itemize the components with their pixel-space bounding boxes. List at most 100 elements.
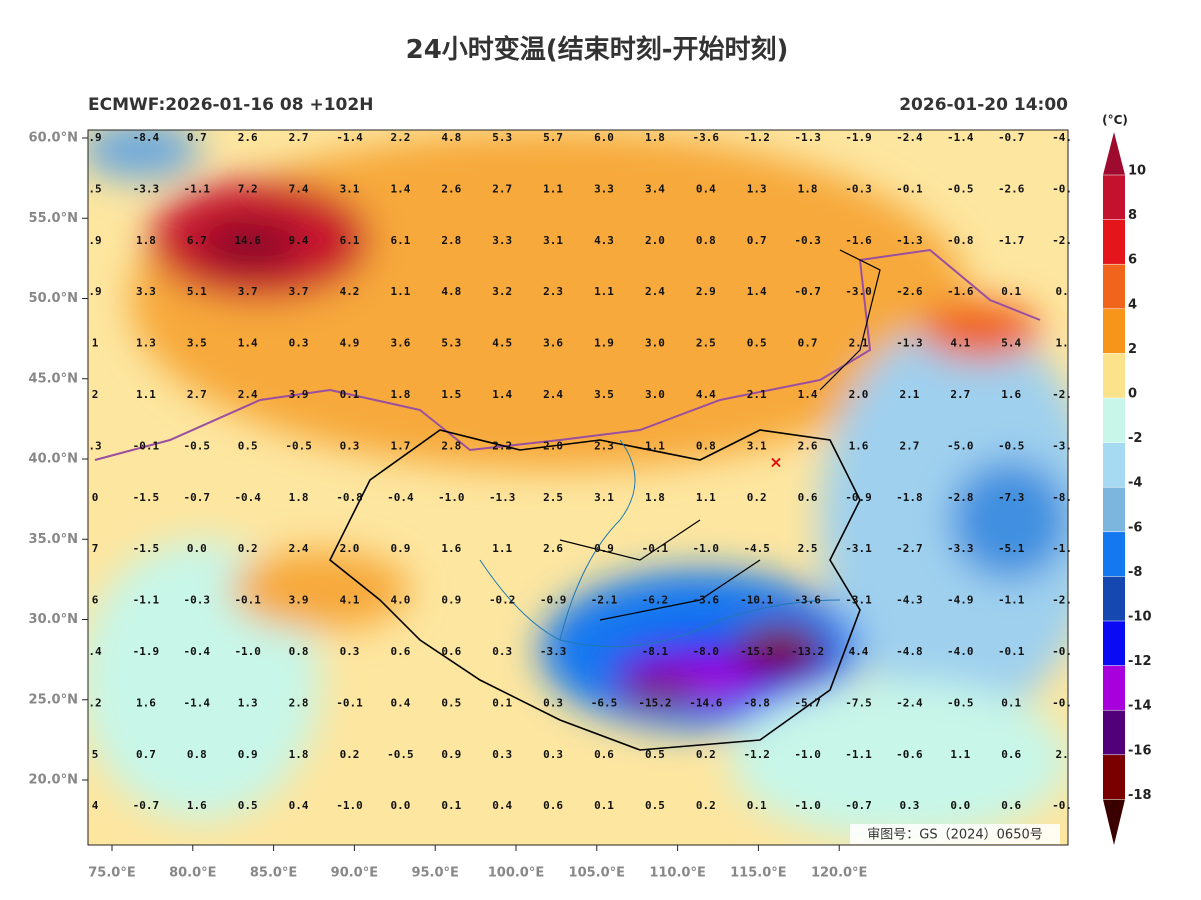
grid-value: 0.0	[390, 799, 410, 812]
grid-value: 1.7	[390, 439, 410, 452]
grid-value: 3.5	[594, 388, 614, 401]
lat-tick-label: 60.0°N	[29, 131, 78, 146]
grid-value: .9	[88, 234, 101, 247]
colorbar-tick-label: 8	[1128, 208, 1137, 223]
grid-value: 4.0	[390, 594, 410, 607]
grid-value: 7.2	[238, 182, 258, 195]
grid-value: 0.6	[1001, 748, 1021, 761]
grid-value: 4	[92, 799, 99, 812]
grid-value: -0.1	[336, 696, 363, 709]
grid-value: 2.5	[543, 491, 563, 504]
colorbar-box	[1103, 487, 1125, 532]
grid-value: 1.1	[645, 439, 665, 452]
grid-value: -3.0	[845, 285, 872, 298]
grid-value: 0.2	[340, 748, 360, 761]
grid-value: -8.1	[642, 645, 669, 658]
grid-value: -0.7	[184, 491, 211, 504]
grid-value: 4.4	[849, 645, 869, 658]
grid-value: 6.1	[340, 234, 360, 247]
colorbar-tick-label: 10	[1128, 164, 1146, 179]
grid-value: 5.3	[441, 337, 461, 350]
grid-value: -1.0	[234, 645, 261, 658]
lat-tick-label: 50.0°N	[29, 291, 78, 306]
colorbar-box	[1103, 398, 1125, 443]
grid-value: 7	[92, 542, 99, 555]
grid-value: 0.2	[747, 491, 767, 504]
grid-value: 0.2	[238, 542, 258, 555]
grid-value: 3.6	[543, 337, 563, 350]
grid-value: 6	[92, 594, 99, 607]
grid-value: -2.4	[896, 131, 923, 144]
grid-value: -15.2	[638, 696, 671, 709]
lat-tick-label: 40.0°N	[29, 452, 78, 467]
grid-value: 3.6	[390, 337, 410, 350]
grid-value: 0.8	[696, 234, 716, 247]
grid-value: 1.9	[594, 337, 614, 350]
colorbar-tick-label: -4	[1128, 476, 1142, 491]
grid-value: 4.8	[441, 131, 461, 144]
grid-value: 2.3	[543, 285, 563, 298]
grid-value: 0.2	[696, 799, 716, 812]
colorbar-box	[1103, 665, 1125, 711]
grid-value: -4.8	[896, 645, 923, 658]
grid-value: 0.3	[492, 645, 512, 658]
colorbar-tick-label: 0	[1128, 387, 1137, 402]
credit-box	[850, 824, 1060, 844]
colorbar-box	[1103, 308, 1125, 354]
title: 24小时变温(结束时刻-开始时刻)	[406, 34, 789, 65]
grid-value: -3.3	[947, 542, 974, 555]
grid-value: 0.1	[1001, 285, 1021, 298]
grid-value: -0.9	[845, 491, 872, 504]
grid-value: -1.9	[845, 131, 872, 144]
grid-value: -0.6	[896, 748, 923, 761]
grid-value: 1.8	[645, 131, 665, 144]
grid-value: 2.8	[441, 439, 461, 452]
grid-value: -1.2	[743, 131, 770, 144]
grid-value: -0.7	[845, 799, 872, 812]
grid-value: -1.5	[133, 542, 160, 555]
grid-value: 5.1	[187, 285, 207, 298]
lat-tick-label: 35.0°N	[29, 532, 78, 547]
grid-value: -1.6	[947, 285, 974, 298]
grid-value: .3	[88, 439, 101, 452]
colorbar-tick-label: 4	[1128, 297, 1137, 312]
grid-value: -2.6	[896, 285, 923, 298]
grid-value: 2.0	[543, 439, 563, 452]
grid-value: -0.	[1052, 799, 1072, 812]
grid-value: .2	[88, 696, 101, 709]
grid-value: 2.2	[492, 439, 512, 452]
grid-value: -3.	[1052, 439, 1072, 452]
grid-value: -2.	[1052, 388, 1072, 401]
grid-value: 1.1	[492, 542, 512, 555]
grid-value: 1.6	[136, 696, 156, 709]
lon-tick-label: 110.0°E	[649, 866, 706, 881]
grid-value: 2.2	[390, 131, 410, 144]
lon-tick-label: 105.0°E	[569, 866, 626, 881]
grid-value: 3.1	[543, 234, 563, 247]
grid-value: 0.5	[238, 799, 258, 812]
map-frame	[87, 129, 1069, 846]
grid-value: 0.	[1055, 285, 1068, 298]
city-marker: ×	[769, 453, 782, 472]
grid-value: -1.1	[845, 748, 872, 761]
grid-value: -2.	[1052, 234, 1072, 247]
grid-value: -14.6	[689, 696, 722, 709]
colorbar-box	[1103, 264, 1125, 309]
colorbar-box	[1103, 219, 1125, 265]
grid-value: -1.3	[896, 234, 923, 247]
grid-value: -0.7	[133, 799, 160, 812]
grid-value: 0.8	[187, 748, 207, 761]
grid-value: 1.8	[390, 388, 410, 401]
grid-value: 4.1	[340, 594, 360, 607]
grid-value: 0.5	[747, 337, 767, 350]
grid-value: -0.8	[336, 491, 363, 504]
grid-value: -13.2	[791, 645, 824, 658]
grid-value: -2.7	[896, 542, 923, 555]
grid-value: -1.6	[845, 234, 872, 247]
lon-tick-label: 95.0°E	[411, 866, 458, 881]
grid-value: 2.6	[238, 131, 258, 144]
grid-value: 1.6	[441, 542, 461, 555]
grid-value: 2.4	[238, 388, 258, 401]
colorbar-tick-label: -8	[1128, 565, 1142, 580]
grid-value: 6.0	[594, 131, 614, 144]
